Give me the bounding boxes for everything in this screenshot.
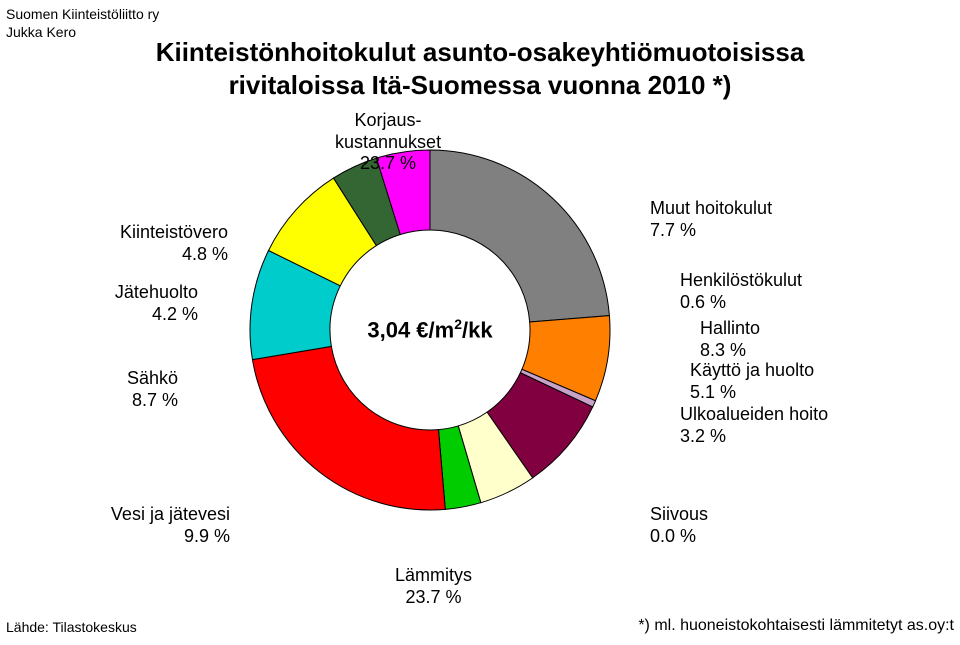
label-text: Lämmitys (395, 565, 472, 587)
org-name: Suomen Kiinteistöliitto ry (6, 6, 159, 24)
label-text: 8.3 % (700, 340, 760, 362)
label-text: kustannukset (335, 132, 441, 154)
label-text: Sähkö (98, 368, 178, 390)
label-lammitys: Lämmitys 23.7 % (395, 565, 472, 608)
donut-svg (230, 130, 630, 530)
label-text: Henkilöstökulut (680, 270, 802, 292)
page-root: Suomen Kiinteistöliitto ry Jukka Kero Ki… (0, 0, 960, 645)
label-text: 7.7 % (650, 220, 772, 242)
label-text: Ulkoalueiden hoito (680, 404, 828, 426)
label-text: 3.2 % (680, 426, 828, 448)
label-text: 9.9 % (70, 526, 230, 548)
label-text: 5.1 % (690, 382, 814, 404)
source-text: Lähde: Tilastokeskus (6, 619, 137, 635)
label-sahko: Sähkö 8.7 % (98, 368, 178, 411)
slice-l-mmitys (252, 346, 445, 510)
label-text: 0.0 % (650, 526, 708, 548)
label-text: Korjaus- (335, 110, 441, 132)
label-text: Jätehuolto (98, 282, 198, 304)
label-text: Hallinto (700, 318, 760, 340)
label-text: 4.2 % (98, 304, 198, 326)
label-text: 0.6 % (680, 292, 802, 314)
label-text: Käyttö ja huolto (690, 360, 814, 382)
label-text: Vesi ja jätevesi (70, 504, 230, 526)
slice-korjauskustannukset (430, 150, 609, 322)
label-ulko: Ulkoalueiden hoito 3.2 % (680, 404, 828, 447)
label-text: 4.8 % (98, 244, 228, 266)
label-vesi: Vesi ja jätevesi 9.9 % (70, 504, 230, 547)
title-line2: rivitaloissa Itä-Suomessa vuonna 2010 *) (0, 69, 960, 102)
footnote-text: *) ml. huoneistokohtaisesti lämmitetyt a… (638, 617, 954, 635)
label-text: 23.7 % (395, 587, 472, 609)
label-siivous: Siivous 0.0 % (650, 504, 708, 547)
label-hallinto: Hallinto 8.3 % (700, 318, 760, 361)
label-henkilosto: Henkilöstökulut 0.6 % (680, 270, 802, 313)
label-korjaus: Korjaus- kustannukset 23.7 % (335, 110, 441, 175)
donut-chart: 3,04 €/m2/kk (230, 130, 630, 530)
label-text: 8.7 % (98, 390, 178, 412)
label-text: 23.7 % (335, 153, 441, 175)
label-text: Kiinteistövero (98, 222, 228, 244)
label-jate: Jätehuolto 4.2 % (98, 282, 198, 325)
label-text: Muut hoitokulut (650, 198, 772, 220)
label-kiint: Kiinteistövero 4.8 % (98, 222, 228, 265)
label-muut: Muut hoitokulut 7.7 % (650, 198, 772, 241)
page-title: Kiinteistönhoitokulut asunto-osakeyhtiöm… (0, 36, 960, 101)
title-line1: Kiinteistönhoitokulut asunto-osakeyhtiöm… (0, 36, 960, 69)
label-kaytto: Käyttö ja huolto 5.1 % (690, 360, 814, 403)
label-text: Siivous (650, 504, 708, 526)
